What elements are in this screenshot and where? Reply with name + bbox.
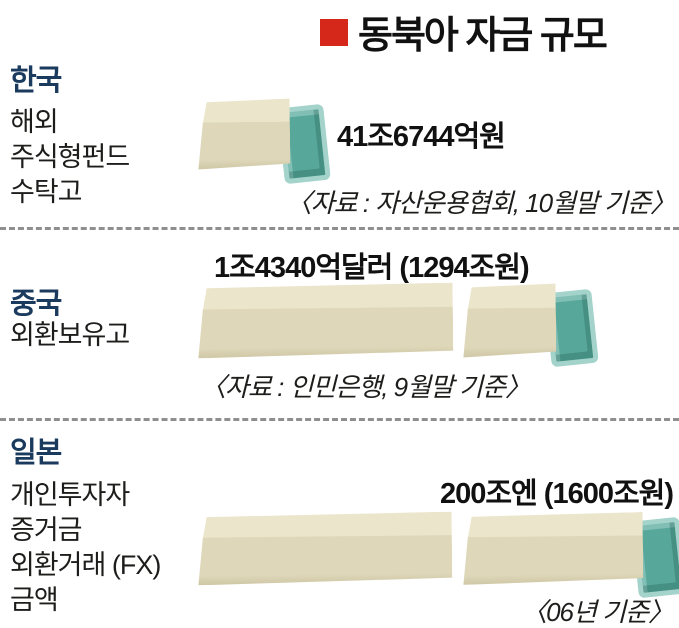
bar-front-face: [197, 122, 290, 170]
metric-line: 금액: [10, 585, 59, 615]
bar-segment: [197, 283, 454, 359]
source-note-china: 〈자료 : 인민은행, 9월말 기준〉: [200, 372, 531, 402]
bar-segment: [462, 512, 644, 585]
metric-label-japan: 개인투자자 증거금 외환거래 (FX) 금액: [10, 478, 161, 618]
value-bold: 1600: [552, 478, 614, 510]
metric-label-korea: 해외 주식형펀드 수탁고: [10, 105, 130, 210]
source-note-japan: 〈06년 기준〉: [521, 597, 674, 627]
metric-line: 해외: [10, 107, 59, 137]
bar-front-face: [462, 308, 557, 358]
metric-line: 외환보유고: [10, 320, 130, 350]
page-title: 동북아 자금 규모: [358, 15, 608, 57]
country-label-korea: 한국: [10, 65, 62, 97]
country-label-china: 중국: [10, 288, 62, 320]
bar-top-face: [203, 99, 290, 124]
value-prefix: 1조4340억달러 (: [214, 252, 409, 284]
red-bullet-icon: [320, 19, 348, 46]
metric-line: 주식형펀드: [10, 142, 130, 172]
metric-label-china: 외환보유고: [10, 318, 130, 353]
bar-segment: [197, 99, 291, 170]
section-divider: [0, 227, 679, 230]
metric-line: 개인투자자: [10, 480, 130, 510]
bar-segment: [197, 512, 453, 586]
bar-front-face: [197, 307, 453, 359]
bar-top-face: [468, 512, 643, 538]
value-label-japan: 200조엔 (1600조원): [439, 470, 674, 512]
bar-top-face: [203, 512, 452, 539]
bar-top-face: [203, 283, 453, 310]
value-bold: 1294: [408, 252, 470, 284]
value-bold: 41조6744억원: [337, 121, 506, 153]
bar-front-face: [197, 535, 452, 585]
metric-line: 수탁고: [10, 177, 83, 207]
section-divider: [0, 418, 679, 421]
value-label-korea: 41조6744억원: [337, 113, 506, 155]
metric-line: 외환거래 (FX): [10, 550, 161, 580]
country-label-japan: 일본: [10, 437, 62, 469]
value-suffix: 조원): [612, 478, 674, 510]
value-suffix: 조원): [468, 252, 530, 284]
bar-front-face: [462, 535, 643, 584]
bar-top-face: [468, 284, 556, 310]
metric-line: 증거금: [10, 515, 83, 545]
bar-segment: [462, 284, 557, 358]
value-prefix: 200조엔 (: [439, 478, 553, 510]
source-note-korea: 〈자료 : 자산운용협회, 10월말 기준〉: [285, 188, 676, 218]
value-label-china: 1조4340억달러 (1294조원): [214, 244, 530, 286]
